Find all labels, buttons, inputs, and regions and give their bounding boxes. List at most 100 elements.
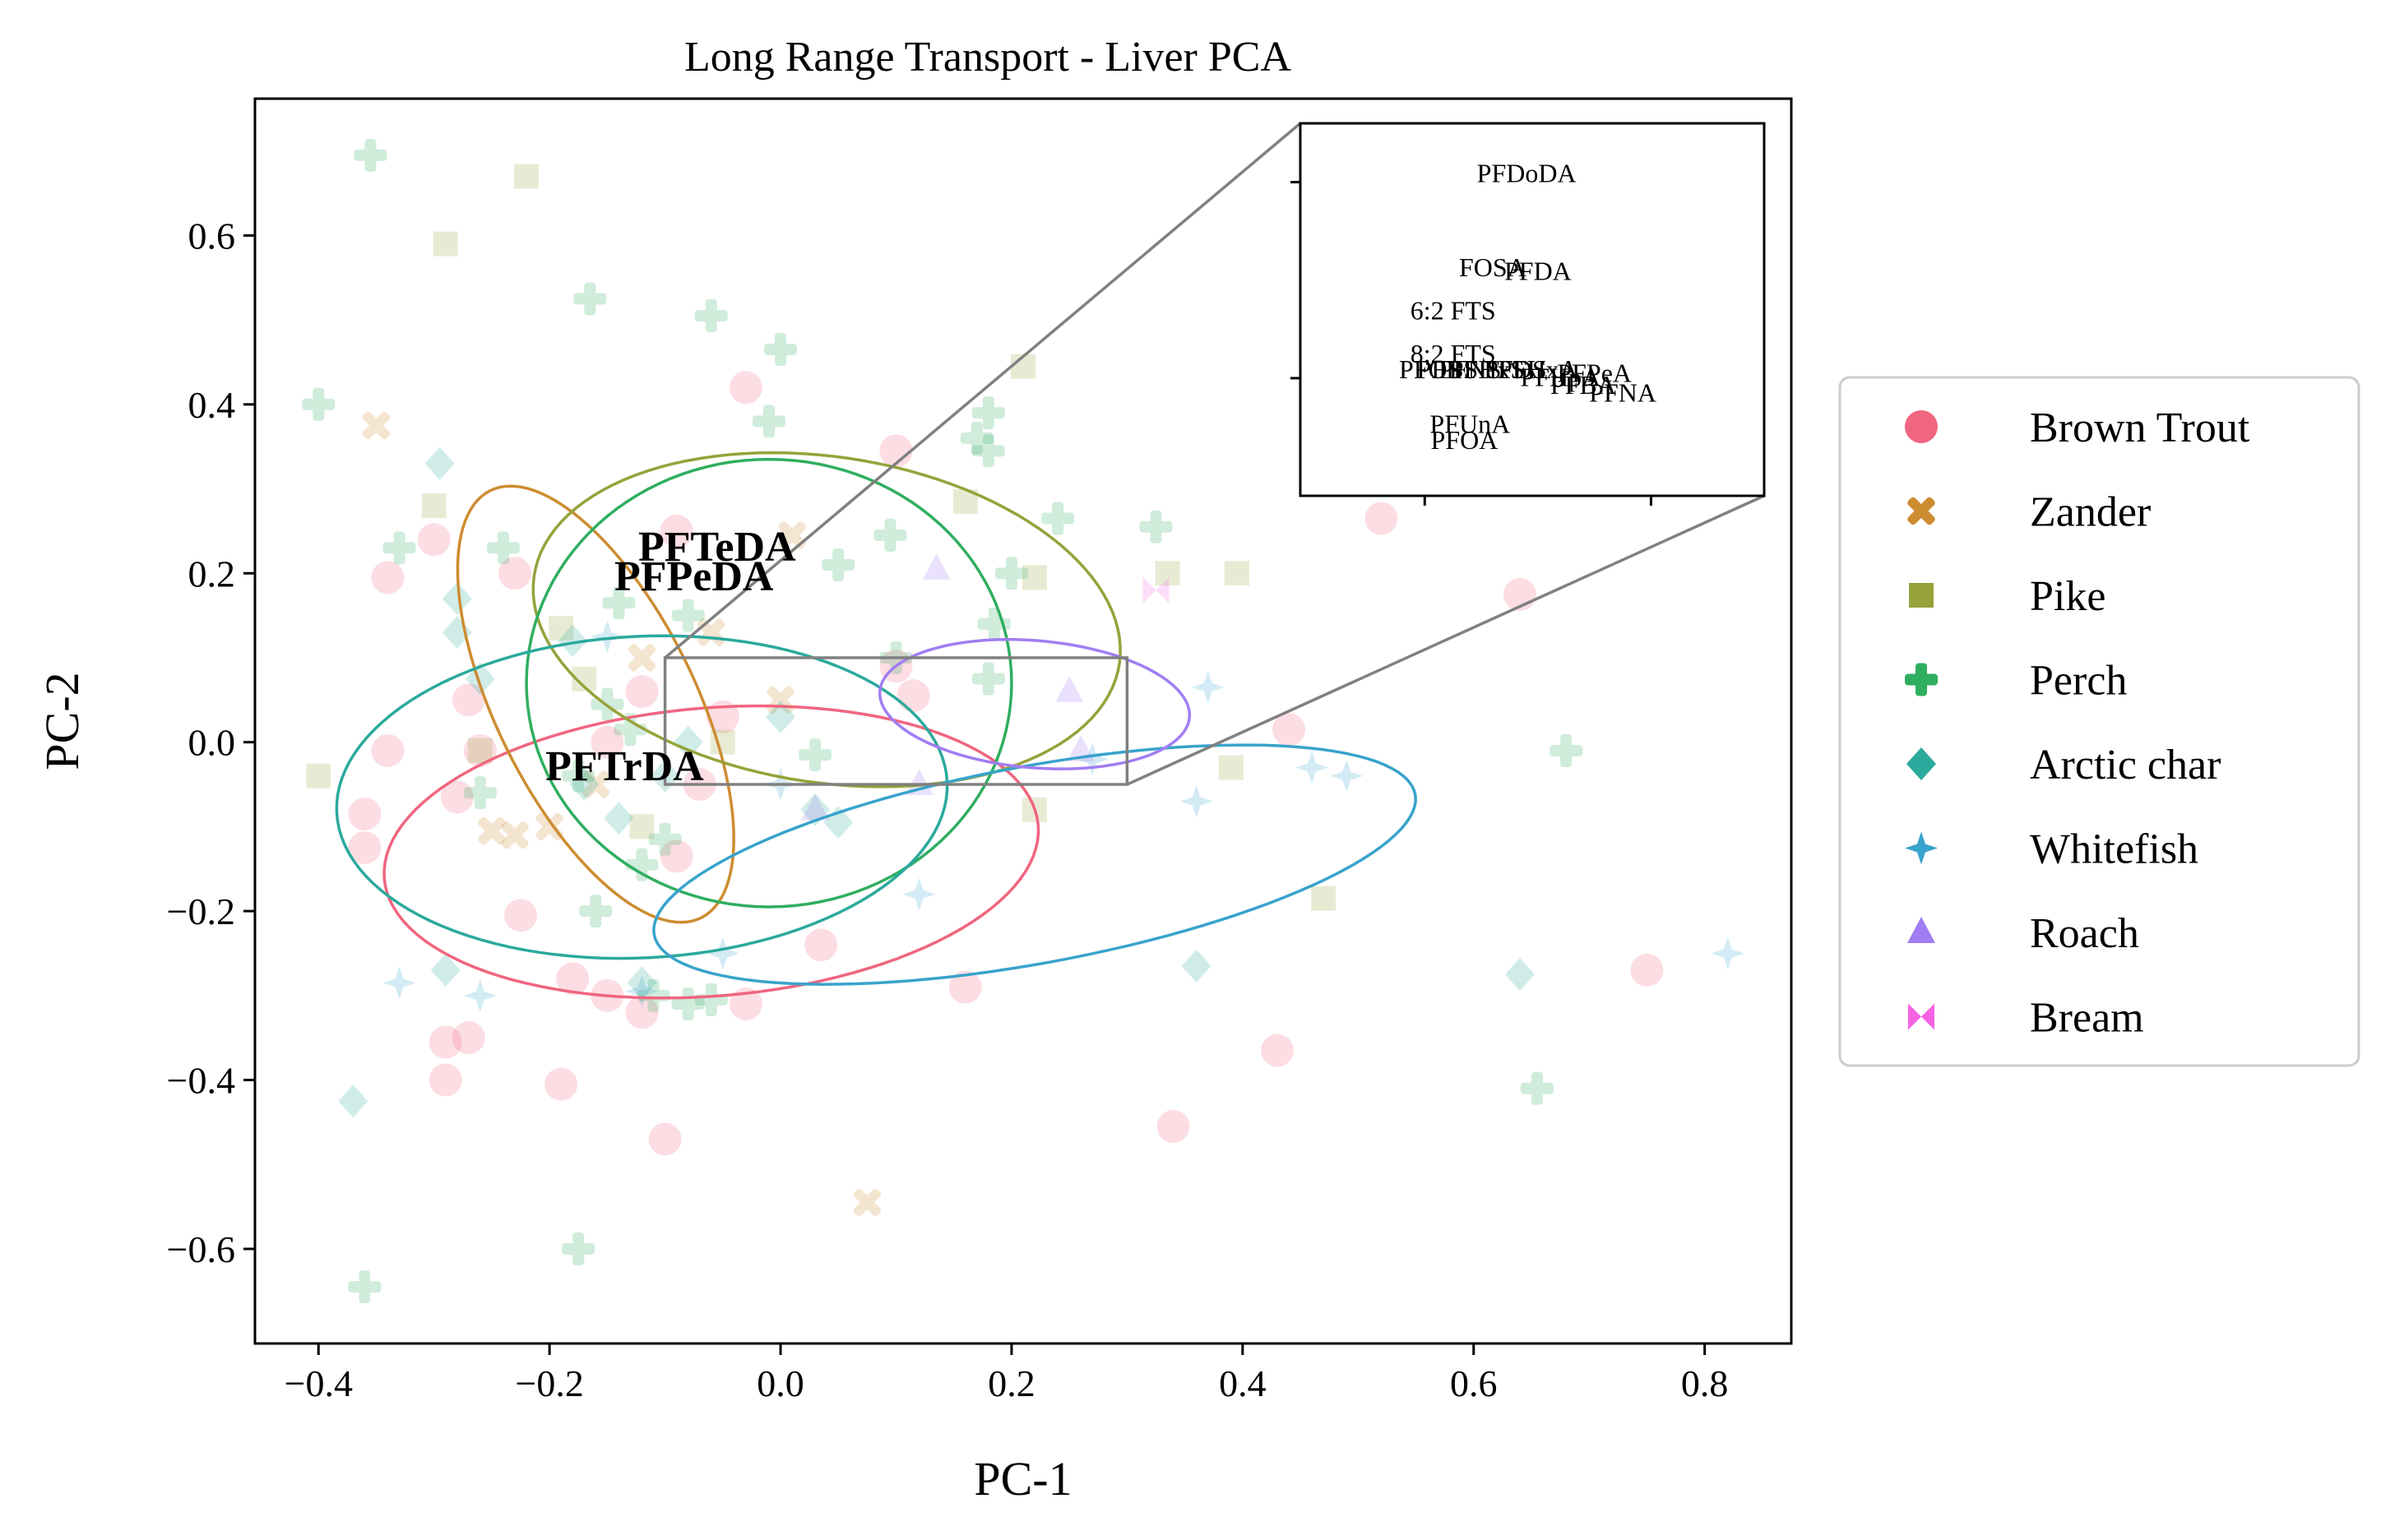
y-axis-ticks: −0.6 −0.4 −0.2 0.0 0.2 0.4 0.6 <box>167 215 255 1270</box>
data-point <box>873 519 907 553</box>
data-point <box>433 231 458 257</box>
inset-label: 6:2 FTS <box>1411 295 1496 325</box>
data-point <box>628 644 656 672</box>
legend-label: Roach <box>2030 910 2139 957</box>
y-tick-label: −0.2 <box>167 890 235 932</box>
y-tick-label: 0.0 <box>188 722 236 764</box>
data-point <box>1155 561 1180 586</box>
data-point <box>994 557 1028 590</box>
data-point <box>579 895 613 928</box>
inset-label: PFDoDA <box>1477 159 1577 188</box>
data-point <box>424 446 455 480</box>
data-point <box>417 523 451 557</box>
data-point <box>573 282 607 316</box>
data-point <box>1550 733 1583 767</box>
data-point <box>660 514 693 548</box>
data-point <box>535 812 563 841</box>
data-point <box>362 411 391 440</box>
data-point <box>1260 1034 1294 1067</box>
data-point <box>671 599 705 632</box>
data-point <box>694 298 728 332</box>
data-point <box>562 759 595 793</box>
data-point <box>442 582 472 616</box>
data-point <box>602 586 636 620</box>
data-point <box>1224 561 1249 586</box>
loading-label: PFPeDA <box>614 553 774 600</box>
inset-label: PFHpA <box>1520 362 1600 391</box>
legend-frame <box>1838 376 2360 1067</box>
inset-label: PFHxA <box>1498 354 1578 384</box>
data-point <box>853 1188 882 1217</box>
data-point <box>463 776 497 810</box>
data-point <box>558 624 588 658</box>
x-axis-ticks: −0.4 −0.2 0.0 0.2 0.4 0.6 0.8 <box>285 1343 1729 1404</box>
data-point <box>428 1063 462 1097</box>
data-point <box>549 616 574 641</box>
legend-label: Bream <box>2030 995 2144 1042</box>
y-axis-label: PC-2 <box>35 672 89 770</box>
inset-label: PFDA <box>1504 257 1572 286</box>
data-point <box>591 620 624 654</box>
data-point <box>338 1084 368 1118</box>
data-point <box>1067 734 1096 761</box>
x-tick-label: 0.4 <box>1219 1362 1267 1404</box>
loading-label: PFTrDA <box>545 743 704 790</box>
data-point <box>948 970 982 1004</box>
legend: Brown Trout Zander Pike Perch Arctic char Whi… <box>1838 376 2360 1067</box>
data-point <box>671 987 705 1021</box>
chart-title: Long Range Transport - Liver PCA <box>684 34 1292 81</box>
data-point <box>348 1270 382 1304</box>
data-point <box>463 978 497 1012</box>
data-point <box>822 548 855 581</box>
data-point <box>753 405 786 438</box>
x-tick-label: −0.4 <box>285 1362 353 1404</box>
data-point <box>1041 502 1075 535</box>
data-point <box>1630 954 1664 987</box>
data-point <box>348 797 382 830</box>
data-point <box>486 531 520 565</box>
inset-label: PFOS <box>1399 354 1462 384</box>
data-point <box>604 802 634 835</box>
legend-marker <box>1905 410 1938 443</box>
zoom-indicator <box>663 122 1765 786</box>
zoom-connector <box>664 122 1302 659</box>
data-point <box>625 974 659 1008</box>
ellipse <box>652 743 1417 986</box>
x-tick-label: 0.8 <box>1681 1362 1729 1404</box>
legend-label: Brown Trout <box>2030 405 2250 451</box>
x-axis-label: PC-1 <box>974 1452 1072 1505</box>
data-point <box>504 899 538 932</box>
data-point <box>556 962 590 996</box>
data-point <box>371 733 405 767</box>
data-point <box>1142 576 1170 604</box>
plot-frame <box>253 97 1793 1345</box>
data-point <box>648 822 682 856</box>
legend-marker <box>1905 663 1938 696</box>
data-point <box>971 396 1005 430</box>
data-point <box>660 839 693 873</box>
data-point <box>562 1232 595 1265</box>
x-tick-label: 0.2 <box>988 1362 1035 1404</box>
legend-marker <box>1907 497 1935 525</box>
data-point <box>348 831 382 865</box>
data-point <box>430 954 461 987</box>
data-point <box>729 371 762 405</box>
data-point <box>764 333 798 367</box>
data-point <box>452 1021 485 1055</box>
data-point <box>569 768 600 802</box>
data-point <box>778 521 806 549</box>
ellipse <box>335 634 949 960</box>
y-tick-label: −0.6 <box>167 1228 235 1270</box>
legend-marker <box>1909 583 1934 608</box>
inset-frame <box>1299 122 1766 497</box>
data-point <box>648 1122 682 1156</box>
data-point <box>306 763 331 788</box>
data-point <box>1364 502 1398 535</box>
legend-marker <box>1907 917 1935 943</box>
data-point <box>544 1067 578 1101</box>
data-point <box>896 679 930 713</box>
scatter-points <box>302 138 1744 1304</box>
data-point <box>673 725 703 759</box>
